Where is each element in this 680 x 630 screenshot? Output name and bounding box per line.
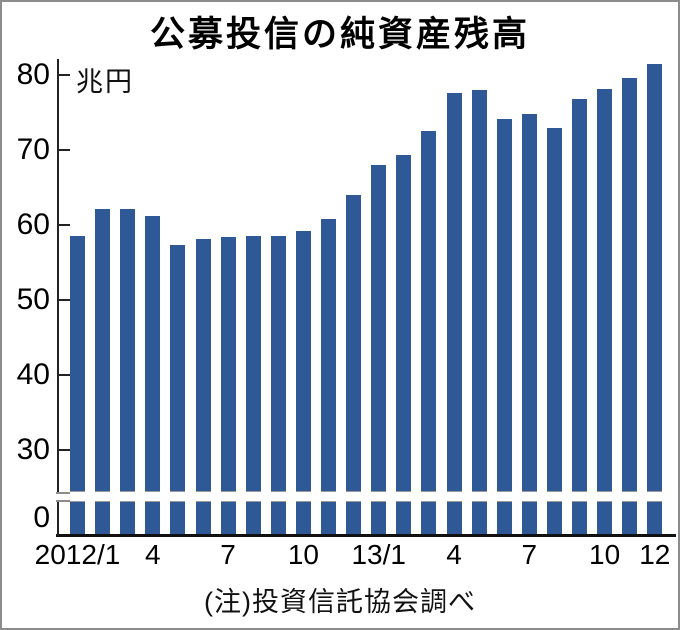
x-tick-label-12: 12	[639, 539, 671, 570]
y-tick	[58, 149, 70, 151]
bar-stub-2012/12	[346, 501, 362, 534]
bar-stub-2013/6	[496, 501, 512, 534]
bar-stub-2013/3	[421, 501, 437, 534]
y-axis-line-lower	[57, 501, 59, 536]
bar-stub-2013/12	[647, 501, 663, 534]
bar-stub-2012/10	[295, 501, 311, 534]
y-tick-label: 40	[16, 358, 50, 391]
bar-stub-2012/6	[195, 501, 211, 534]
bar-2012/10	[295, 231, 311, 492]
bar-stub-2013/8	[546, 501, 562, 534]
bar-stub-2013/10	[597, 501, 613, 534]
y-tick	[58, 449, 70, 451]
y-tick-label: 80	[16, 58, 50, 91]
bar-stub-2012/8	[245, 501, 261, 534]
bar-stub-2012/9	[270, 501, 286, 534]
bar-2013/12	[647, 63, 663, 492]
y-tick	[58, 374, 70, 376]
bar-2012/12	[346, 195, 362, 492]
bar-stub-2013/4	[446, 501, 462, 534]
bar-2012/6	[195, 238, 211, 492]
bar-2012/3	[120, 209, 136, 492]
bar-stub-2013/5	[471, 501, 487, 534]
bar-2013/9	[572, 99, 587, 492]
bar-2013/10	[597, 89, 613, 492]
x-tick-label-7: 7	[220, 539, 236, 570]
x-tick-label-4: 4	[145, 539, 161, 570]
bar-2012/9	[270, 236, 286, 492]
y-tick	[58, 74, 70, 76]
bar-2013/8	[546, 128, 562, 492]
y-tick	[58, 299, 70, 301]
bar-stub-2012/2	[95, 501, 111, 534]
x-tick-label-4: 4	[446, 539, 462, 570]
bar-2013/3	[421, 130, 437, 492]
bar-stub-2013/9	[572, 501, 587, 534]
bar-2012/5	[170, 245, 186, 492]
bar-2013/7	[521, 114, 537, 492]
x-tick-label-2012/1: 2012/1	[34, 539, 121, 570]
bar-stub-2013/11	[622, 501, 638, 534]
axis-break-marker-bottom	[56, 500, 70, 502]
axis-break-marker-top	[56, 492, 70, 494]
bar-stub-2012/1	[70, 501, 85, 534]
bar-2012/7	[220, 237, 236, 492]
source-note: (注)投資信託協会調べ	[204, 587, 476, 617]
bar-2013/5	[471, 90, 487, 492]
bar-stub-2012/4	[145, 501, 161, 534]
bar-2012/11	[321, 219, 336, 492]
bar-2013/6	[496, 119, 512, 492]
y-tick-label: 30	[16, 433, 50, 466]
x-tick-label-7: 7	[521, 539, 538, 570]
y-axis-line-upper	[57, 59, 59, 493]
bar-2013/1	[371, 165, 387, 492]
bar-2012/2	[95, 208, 111, 492]
y-tick-label-zero: 0	[33, 501, 50, 534]
x-tick-label-10: 10	[287, 539, 319, 570]
y-tick-label: 60	[16, 208, 50, 241]
bar-stub-2012/7	[220, 501, 236, 534]
bar-2013/4	[446, 93, 462, 492]
bar-stub-2013/7	[521, 501, 537, 534]
bar-stub-2012/11	[321, 501, 336, 534]
y-tick-label: 70	[16, 133, 50, 166]
bar-2013/2	[396, 154, 412, 492]
bar-2012/1	[70, 235, 85, 492]
x-tick-label-10: 10	[589, 539, 621, 570]
y-tick-label: 50	[16, 283, 50, 316]
bar-stub-2012/3	[120, 501, 136, 534]
bar-2012/4	[145, 216, 161, 492]
x-axis-line	[56, 534, 676, 537]
chart-title: 公募投信の純資産残高	[149, 15, 530, 54]
y-axis-unit-label: 兆円	[76, 67, 134, 97]
bar-stub-2012/5	[170, 501, 186, 534]
bar-2013/11	[622, 78, 638, 492]
bar-stub-2013/2	[396, 501, 412, 534]
bar-stub-2013/1	[371, 501, 387, 534]
y-tick	[58, 224, 70, 226]
x-tick-label-13/1: 13/1	[351, 539, 406, 570]
bar-2012/8	[245, 236, 261, 492]
